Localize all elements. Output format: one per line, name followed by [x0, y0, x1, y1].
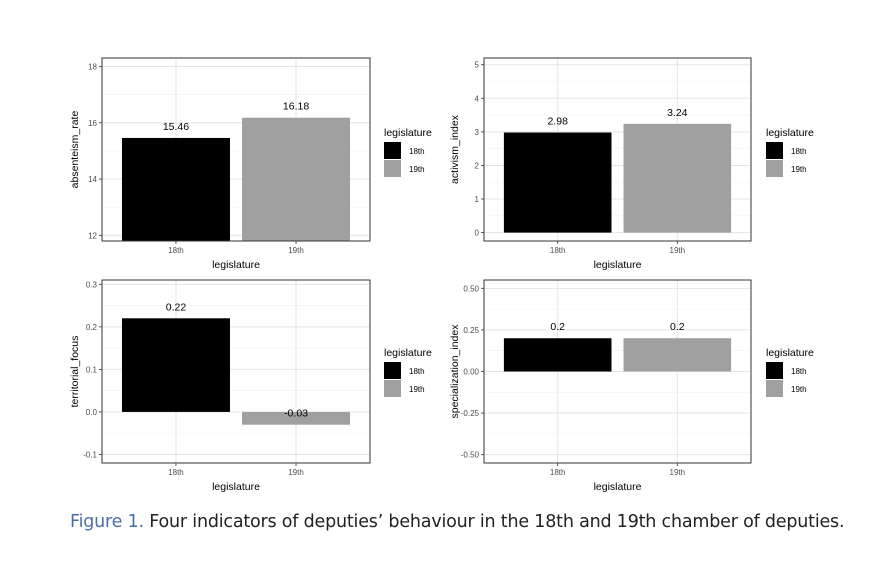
figure-caption-text: Four indicators of deputies’ behaviour i… — [149, 512, 845, 532]
y-tick-label: 0.0 — [86, 408, 98, 417]
y-tick-label: 0.50 — [463, 284, 479, 293]
x-tick-label: 19th — [288, 468, 304, 477]
legend-key-18th — [766, 362, 783, 379]
x-tick-label: 18th — [168, 468, 184, 477]
legend: legislature 18th 19th — [384, 347, 432, 397]
legend-label-19th: 19th — [791, 165, 807, 174]
x-tick-label: 19th — [288, 246, 304, 255]
x-tick-label: 18th — [550, 246, 566, 255]
panel-border — [483, 57, 752, 242]
x-tick-label: 18th — [168, 246, 184, 255]
legend-key-18th — [384, 362, 401, 379]
legend-key-19th — [766, 380, 783, 397]
x-axis-title: legislature — [594, 481, 642, 493]
legend: legislature 18th 19th — [384, 127, 432, 177]
y-axis-title: activism_index — [449, 114, 461, 184]
data-label-19th: 16.18 — [283, 101, 309, 113]
figure-caption-label: Figure 1. — [70, 512, 144, 532]
panel-border — [101, 279, 371, 464]
x-tick-label: 19th — [670, 468, 686, 477]
bar-18th — [503, 338, 612, 372]
legend-title: legislature — [384, 127, 432, 139]
legend-label-18th: 18th — [791, 367, 807, 376]
y-tick-label: 0 — [475, 229, 480, 238]
data-label-18th: 0.22 — [166, 301, 187, 313]
data-label-19th: 3.24 — [667, 107, 688, 119]
x-tick-label: 19th — [670, 246, 686, 255]
data-label-19th: 0.2 — [670, 321, 685, 333]
figure-caption: Figure 1. Four indicators of deputies’ b… — [70, 512, 860, 532]
y-tick-label: 16 — [88, 119, 97, 128]
data-label-18th: 2.98 — [547, 116, 568, 128]
legend-label-18th: 18th — [791, 147, 807, 156]
legend-key-19th — [384, 160, 401, 177]
legend-key-18th — [766, 142, 783, 159]
bar-18th — [503, 132, 612, 233]
y-axis-title: territorial_focus — [69, 336, 81, 408]
x-axis-title: legislature — [212, 259, 260, 271]
data-label-19th: -0.03 — [284, 408, 308, 420]
legend-title: legislature — [384, 347, 432, 359]
legend-label-19th: 19th — [409, 165, 425, 174]
bar-19th — [623, 123, 732, 233]
y-tick-label: 0.25 — [463, 326, 479, 335]
y-tick-label: 1 — [475, 195, 480, 204]
y-tick-label: 0.3 — [86, 280, 98, 289]
y-axis-title: absenteism_rate — [69, 111, 81, 189]
y-tick-label: 14 — [88, 175, 97, 184]
legend: legislature 18th 19th — [766, 127, 814, 177]
y-tick-label: 2 — [475, 161, 480, 170]
y-tick-label: -0.1 — [83, 450, 97, 459]
legend: legislature 18th 19th — [766, 347, 814, 397]
y-axis-title: specialization_index — [449, 324, 461, 419]
legend-label-18th: 18th — [409, 147, 425, 156]
legend-label-19th: 19th — [409, 385, 425, 394]
legend-title: legislature — [766, 347, 814, 359]
data-label-18th: 0.2 — [550, 321, 565, 333]
legend-key-18th — [384, 142, 401, 159]
bar-19th — [623, 338, 732, 372]
y-tick-label: 12 — [88, 231, 97, 240]
data-label-18th: 15.46 — [163, 121, 189, 133]
y-tick-label: 18 — [88, 62, 97, 71]
x-axis-title: legislature — [594, 259, 642, 271]
legend-label-18th: 18th — [409, 367, 425, 376]
legend-key-19th — [766, 160, 783, 177]
panel-border — [483, 279, 752, 464]
chart-panel-2: 0 1 2 3 4 5 2.98 3.24 18th 19th legislature activis… — [449, 57, 814, 271]
y-tick-label: 3 — [475, 128, 480, 137]
y-tick-label: 0.2 — [86, 323, 98, 332]
y-tick-label: -0.50 — [461, 451, 480, 460]
y-tick-label: 4 — [475, 94, 480, 103]
bar-19th — [242, 411, 351, 425]
chart-panel-1: 12 14 16 18 15.46 16.18 18th 19th legislature abs… — [69, 57, 432, 271]
x-axis-title: legislature — [212, 481, 260, 493]
y-tick-label: 0.00 — [463, 368, 479, 377]
legend-key-19th — [384, 380, 401, 397]
bar-19th — [242, 117, 351, 241]
panel-border — [101, 57, 371, 242]
bar-18th — [121, 137, 230, 241]
bar-18th — [121, 318, 230, 412]
y-tick-label: 0.1 — [86, 365, 98, 374]
x-tick-label: 18th — [550, 468, 566, 477]
y-tick-label: 5 — [475, 61, 480, 70]
y-tick-label: -0.25 — [461, 409, 480, 418]
legend-label-19th: 19th — [791, 385, 807, 394]
legend-title: legislature — [766, 127, 814, 139]
